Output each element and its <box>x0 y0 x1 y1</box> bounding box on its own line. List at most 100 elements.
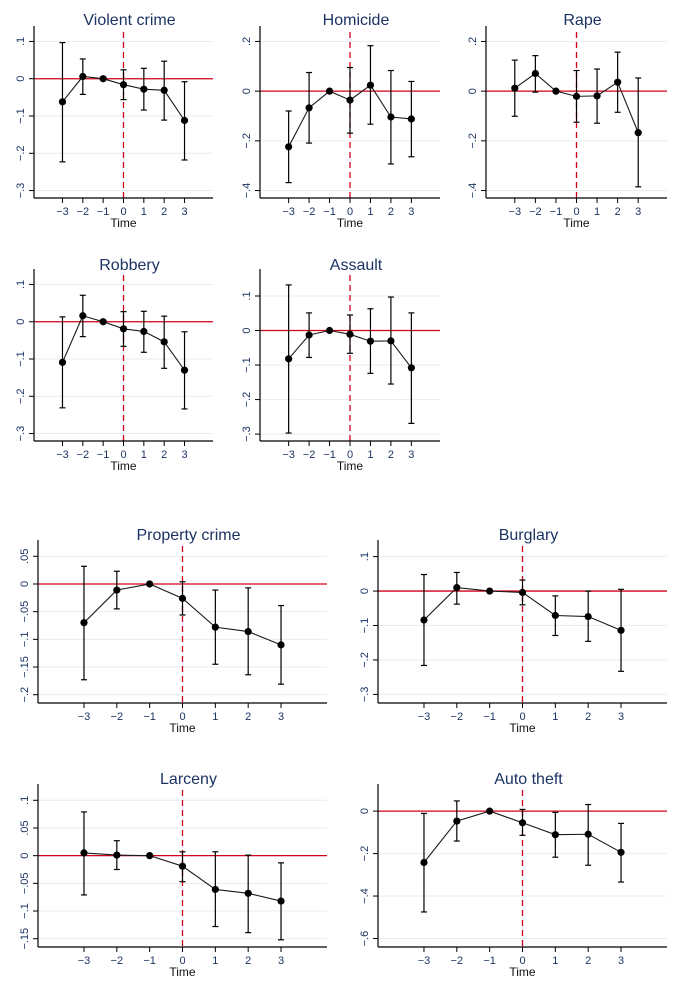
x-tick-label: 2 <box>585 711 591 723</box>
x-axis-label: Time <box>337 216 364 230</box>
y-tick-label: .1 <box>15 37 27 46</box>
y-tick-label: .1 <box>19 796 31 805</box>
data-point <box>346 330 354 338</box>
data-point <box>119 81 128 89</box>
y-tick-label: −.05 <box>19 601 31 623</box>
panel-burglary: Burglary .1 0 −.1 −.2 −.3 −3 −2 −1 0 1 2 3 Time <box>359 527 667 735</box>
data-point <box>325 326 334 335</box>
y-tick-label: 0 <box>359 808 371 814</box>
data-point <box>160 86 168 94</box>
y-tick-label: −.3 <box>15 426 27 442</box>
y-tick-label: −.3 <box>359 687 371 703</box>
data-point <box>277 641 285 649</box>
y-tick-label: −.1 <box>15 351 27 367</box>
panel-property-crime: Property crime .05 0 −.05 −.1 −.15 −.2 −3 −2 −1 0 1… <box>19 527 327 735</box>
x-tick-label: −2 <box>451 955 464 967</box>
data-point <box>211 885 219 894</box>
panel-auto-theft: Auto theft 0 −.2 −.4 −.6 −3 −2 −1 0 1 2 3 Time <box>359 771 667 979</box>
y-tick-label: −.2 <box>241 392 253 408</box>
x-tick-label: 2 <box>388 449 394 461</box>
y-tick-label: .1 <box>359 552 371 561</box>
data-point <box>80 849 88 857</box>
panel-title: Rape <box>563 12 601 29</box>
x-tick-label: −1 <box>483 711 496 723</box>
data-point <box>387 337 395 345</box>
x-tick-label: −1 <box>143 711 156 723</box>
y-tick-label: −.1 <box>15 108 27 124</box>
y-tick-label: −.2 <box>467 133 479 149</box>
data-point <box>486 587 494 595</box>
x-tick-label: −3 <box>282 449 295 461</box>
data-point <box>277 897 285 905</box>
x-tick-label: 0 <box>179 955 185 967</box>
data-point <box>285 355 293 363</box>
data-point <box>486 807 494 815</box>
data-point <box>99 318 107 326</box>
data-point <box>572 92 581 100</box>
data-point <box>285 143 293 151</box>
data-point <box>140 327 148 336</box>
x-tick-label: −3 <box>418 711 431 723</box>
y-tick-label: −.2 <box>15 145 27 161</box>
panel-title: Burglary <box>499 527 559 544</box>
y-tick-label: 0 <box>15 319 27 325</box>
x-tick-label: 1 <box>212 711 218 723</box>
panel-violent-crime: Violent crime .1 0 −.1 −.2 −.3 −3 −2 −1 0 1 2 3 Time <box>15 12 213 230</box>
y-tick-label: −.1 <box>359 618 371 634</box>
x-tick-label: −1 <box>323 206 336 218</box>
x-tick-label: −1 <box>483 955 496 967</box>
panel-title: Auto theft <box>494 771 563 788</box>
x-tick-label: 3 <box>408 449 414 461</box>
x-tick-label: 2 <box>585 955 591 967</box>
x-tick-label: −3 <box>56 449 69 461</box>
x-tick-label: 3 <box>408 206 414 218</box>
y-tick-label: .05 <box>19 820 31 835</box>
data-point <box>99 75 107 83</box>
data-point <box>584 612 592 621</box>
x-axis-label: Time <box>110 459 137 473</box>
x-tick-label: −2 <box>77 449 90 461</box>
x-tick-label: −3 <box>509 206 522 218</box>
x-tick-label: 2 <box>245 955 251 967</box>
data-point <box>420 616 428 624</box>
data-point <box>634 129 642 137</box>
x-tick-label: 3 <box>181 449 187 461</box>
x-tick-label: 1 <box>552 711 558 723</box>
data-point <box>453 584 461 592</box>
x-tick-label: 3 <box>618 955 624 967</box>
x-tick-label: 0 <box>120 206 126 218</box>
x-tick-label: −2 <box>77 206 90 218</box>
panel-title: Robbery <box>99 257 159 274</box>
y-tick-label: 0 <box>19 853 31 859</box>
data-point <box>79 312 87 320</box>
panel-robbery: Robbery .1 0 −.1 −.2 −.3 −3 −2 −1 0 1 2 3 Time <box>15 257 213 473</box>
data-point <box>407 115 415 123</box>
x-tick-label: 1 <box>212 955 218 967</box>
x-axis-label: Time <box>337 459 364 473</box>
data-point <box>551 611 559 620</box>
data-point <box>146 580 154 588</box>
x-tick-label: −3 <box>282 206 295 218</box>
data-point <box>119 325 128 333</box>
x-tick-label: 3 <box>618 711 624 723</box>
y-tick-label: −.1 <box>19 632 31 648</box>
x-tick-label: 2 <box>615 206 621 218</box>
y-tick-label: 0 <box>15 76 27 82</box>
data-point <box>325 87 334 95</box>
y-tick-label: −.15 <box>19 928 31 950</box>
x-tick-label: 3 <box>181 206 187 218</box>
y-tick-label: −.4 <box>467 183 479 199</box>
y-tick-label: .2 <box>241 37 253 46</box>
panel-title: Larceny <box>160 771 217 788</box>
data-point <box>617 626 625 634</box>
x-tick-label: 1 <box>552 955 558 967</box>
x-tick-label: −3 <box>78 711 91 723</box>
x-tick-label: 1 <box>367 449 373 461</box>
x-tick-label: 1 <box>367 206 373 218</box>
data-point <box>80 619 88 627</box>
data-point <box>180 116 189 125</box>
panel-assault: Assault .1 0 −.1 −.2 −.3 −3 −2 −1 0 1 2 3 Time <box>241 257 440 473</box>
x-tick-label: −1 <box>143 955 156 967</box>
x-tick-label: 1 <box>141 449 147 461</box>
y-tick-label: 0 <box>19 581 31 587</box>
